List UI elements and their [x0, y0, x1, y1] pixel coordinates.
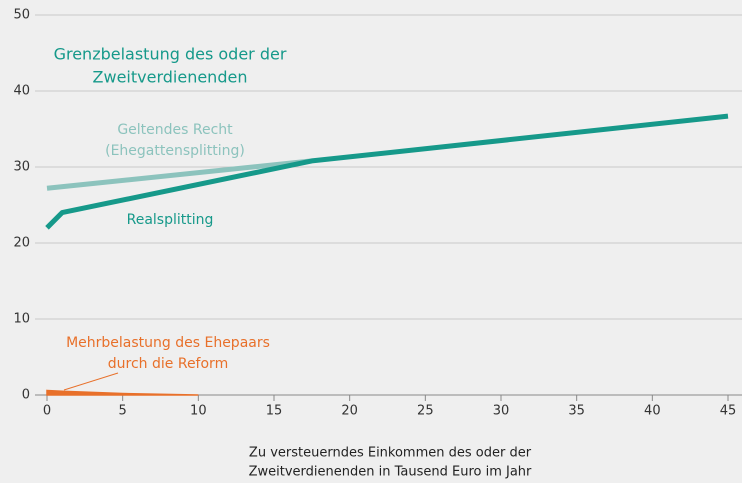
- line: [46, 158, 313, 191]
- x-tick-label: 40: [644, 404, 661, 419]
- x-tick-label: 0: [43, 404, 51, 419]
- x-tick-label: 25: [417, 404, 434, 419]
- x-tick-label: 5: [119, 404, 127, 419]
- line: [45, 113, 729, 230]
- series-label: Mehrbelastung des Ehepaars: [66, 335, 270, 351]
- chart-title: Grenzbelastung des oder der: [54, 45, 287, 64]
- series-label: durch die Reform: [108, 356, 228, 372]
- series-label: (Ehegattensplitting): [105, 143, 245, 159]
- x-tick-label: 15: [266, 404, 283, 419]
- series-label: Realsplitting: [127, 212, 214, 228]
- x-axis-label: Zu versteuerndes Einkommen des oder der: [249, 446, 532, 461]
- y-tick-label: 10: [13, 312, 30, 327]
- y-tick-label: 40: [13, 84, 30, 99]
- x-tick-label: 20: [341, 404, 358, 419]
- x-axis-label: Zweitverdienenden in Tausend Euro im Jah…: [249, 465, 532, 480]
- series-label: Geltendes Recht: [117, 122, 233, 138]
- y-tick-label: 50: [13, 8, 30, 23]
- x-tick-label: 10: [190, 404, 207, 419]
- y-tick-label: 0: [22, 388, 30, 403]
- x-tick-label: 35: [568, 404, 585, 419]
- x-tick-label: 30: [493, 404, 510, 419]
- area: [46, 389, 199, 396]
- x-tick-label: 45: [720, 404, 737, 419]
- leader-line: [63, 372, 119, 391]
- y-tick-label: 20: [13, 236, 30, 251]
- chart-title: Zweitverdienenden: [93, 68, 248, 87]
- y-tick-label: 30: [13, 160, 30, 175]
